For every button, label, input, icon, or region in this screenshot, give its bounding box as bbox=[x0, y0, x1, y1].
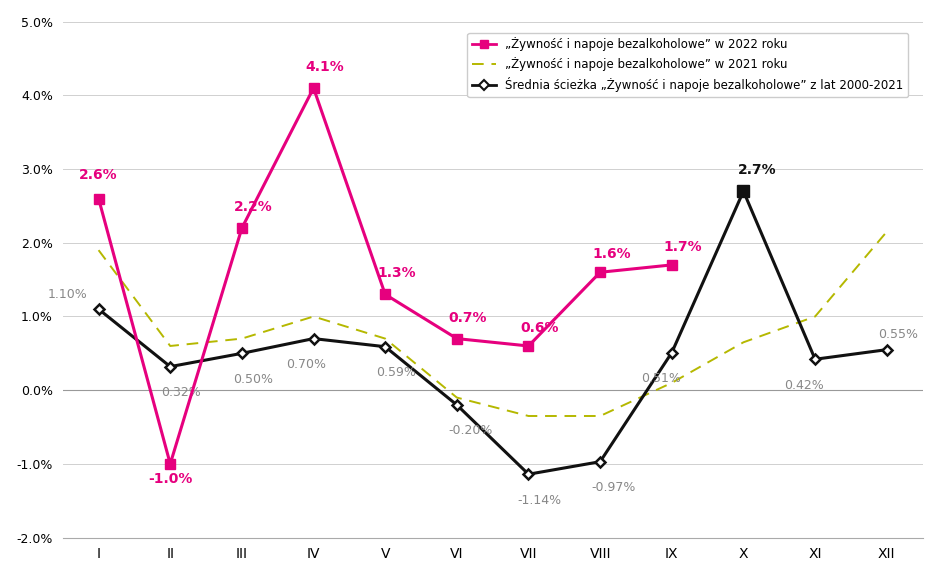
Text: 0.51%: 0.51% bbox=[641, 372, 681, 385]
Text: 1.6%: 1.6% bbox=[592, 247, 631, 261]
Text: 0.42%: 0.42% bbox=[784, 379, 823, 392]
Text: 0.70%: 0.70% bbox=[287, 358, 326, 371]
Text: 0.6%: 0.6% bbox=[521, 321, 559, 335]
Text: 2.6%: 2.6% bbox=[79, 168, 118, 182]
Text: 0.55%: 0.55% bbox=[878, 328, 917, 342]
Text: 4.1%: 4.1% bbox=[306, 60, 344, 74]
Text: 2.7%: 2.7% bbox=[738, 164, 776, 177]
Text: 0.50%: 0.50% bbox=[233, 373, 273, 386]
Text: 0.32%: 0.32% bbox=[162, 386, 201, 399]
Text: 0.59%: 0.59% bbox=[376, 366, 416, 379]
Text: -1.0%: -1.0% bbox=[149, 472, 193, 486]
Text: 1.7%: 1.7% bbox=[664, 240, 702, 254]
Text: 1.3%: 1.3% bbox=[377, 266, 415, 280]
Text: 2.2%: 2.2% bbox=[234, 200, 273, 214]
Text: -1.14%: -1.14% bbox=[518, 494, 562, 507]
Text: 0.7%: 0.7% bbox=[448, 311, 487, 325]
Text: 1.10%: 1.10% bbox=[48, 288, 88, 301]
Legend: „Żywność i napoje bezalkoholowe” w 2022 roku, „Żywność i napoje bezalkoholowe” w: „Żywność i napoje bezalkoholowe” w 2022 … bbox=[467, 33, 908, 97]
Text: -0.20%: -0.20% bbox=[448, 424, 493, 438]
Text: -0.97%: -0.97% bbox=[592, 481, 636, 494]
